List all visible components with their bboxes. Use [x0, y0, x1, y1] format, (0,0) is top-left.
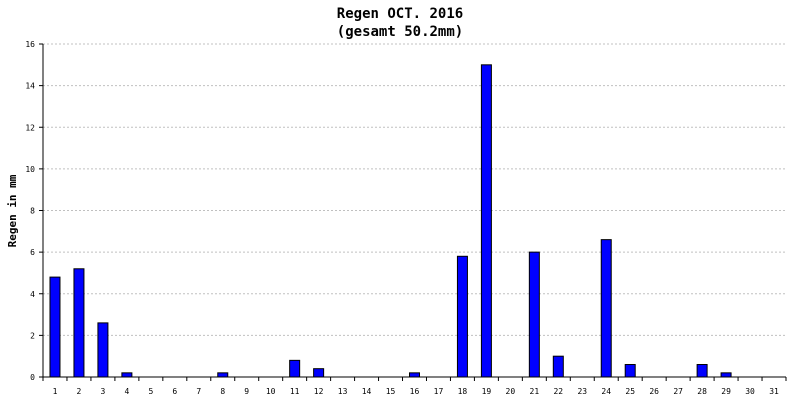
bar — [528, 251, 540, 378]
bar — [121, 372, 133, 378]
bar — [289, 359, 301, 378]
bar — [409, 372, 420, 378]
bar — [720, 372, 732, 378]
grid-lines — [43, 43, 786, 336]
bar — [600, 239, 612, 378]
x-tick-label: 25 — [625, 387, 635, 396]
x-tick-label: 15 — [386, 387, 396, 396]
x-tick-label: 8 — [220, 387, 225, 396]
y-axis-label: Regen in mm — [6, 174, 19, 247]
x-tick-label: 27 — [673, 387, 683, 396]
x-tick-label: 31 — [769, 387, 779, 396]
x-tick-label: 21 — [530, 387, 540, 396]
y-tick-label: 10 — [25, 165, 35, 174]
bar — [624, 364, 636, 378]
axes — [42, 44, 786, 378]
bar — [480, 64, 492, 378]
x-tick-label: 1 — [53, 387, 58, 396]
x-tick-label: 11 — [290, 387, 300, 396]
x-tick-label: 12 — [314, 387, 324, 396]
bar — [217, 372, 229, 378]
x-tick-label: 23 — [577, 387, 587, 396]
x-tick-label: 2 — [77, 387, 82, 396]
x-tick-label: 17 — [434, 387, 444, 396]
y-tick-label: 12 — [25, 123, 35, 132]
x-tick-label: 5 — [148, 387, 153, 396]
y-tick-label: 2 — [30, 331, 35, 340]
x-tick-label: 9 — [244, 387, 249, 396]
y-tick-label: 4 — [30, 290, 35, 299]
x-tick-label: 6 — [172, 387, 177, 396]
chart-subtitle: (gesamt 50.2mm) — [337, 24, 463, 40]
y-ticks: 0 2 4 6 8 10 12 14 16 — [25, 40, 43, 382]
x-ticks: 1 2 3 4 5 6 7 8 9 10 11 12 13 14 15 16 17 18 19 20 21 22 23 24 2… — [42, 377, 787, 396]
y-tick-label: 6 — [30, 248, 35, 257]
x-tick-label: 7 — [196, 387, 201, 396]
y-tick-label: 14 — [25, 82, 35, 91]
x-tick-label: 30 — [745, 387, 755, 396]
bar — [73, 268, 85, 378]
x-tick-label: 3 — [101, 387, 106, 396]
y-tick-label: 0 — [30, 373, 35, 382]
x-tick-label: 16 — [410, 387, 420, 396]
bar — [456, 255, 468, 378]
x-tick-label: 26 — [649, 387, 659, 396]
y-tick-label: 16 — [25, 40, 35, 49]
x-tick-label: 29 — [721, 387, 731, 396]
x-tick-label: 19 — [482, 387, 492, 396]
bar — [49, 276, 61, 378]
x-tick-label: 24 — [601, 387, 611, 396]
x-tick-label: 14 — [362, 387, 372, 396]
chart-title: Regen OCT. 2016 — [337, 6, 463, 22]
bar — [552, 355, 564, 378]
x-tick-label: 13 — [338, 387, 348, 396]
y-tick-label: 8 — [30, 207, 35, 216]
x-tick-label: 10 — [266, 387, 276, 396]
x-tick-label: 4 — [124, 387, 129, 396]
x-tick-label: 20 — [506, 387, 516, 396]
x-tick-label: 28 — [697, 387, 707, 396]
bar — [97, 322, 109, 378]
x-tick-label: 18 — [458, 387, 468, 396]
bar — [696, 364, 708, 378]
bar — [313, 368, 325, 378]
bars — [49, 64, 732, 378]
x-tick-label: 22 — [553, 387, 563, 396]
